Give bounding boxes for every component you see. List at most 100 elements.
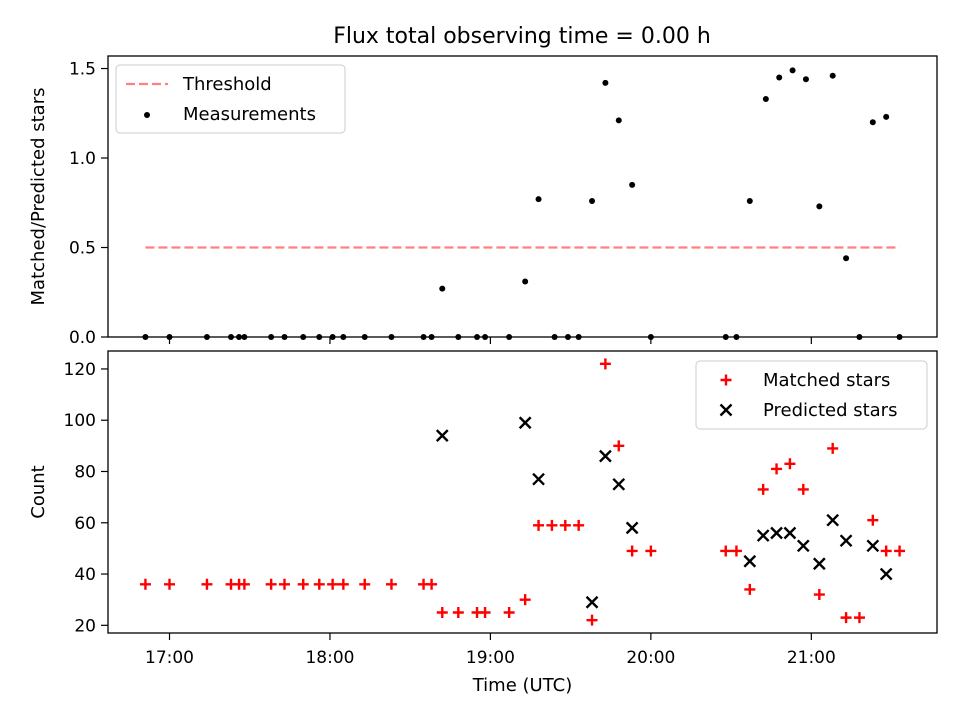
matched-stars-point	[559, 519, 571, 531]
measurement-point	[589, 197, 596, 204]
legend: Matched stars Predicted stars	[695, 360, 928, 430]
matched-stars-point	[479, 606, 491, 618]
matched-stars-point	[201, 578, 213, 590]
flux-ratio-panel: 0.0 0.5 1.0 1.5 Matched/Predicted stars Thres…	[28, 55, 938, 348]
matched-stars-point	[894, 545, 906, 557]
matched-stars-point	[813, 589, 825, 601]
measurement-point	[535, 196, 542, 203]
x-tick-label: 18:00	[305, 648, 354, 668]
x-tick-label: 20:00	[626, 648, 675, 668]
legend-frame	[695, 360, 928, 430]
x-tick-label: 21:00	[787, 648, 836, 668]
legend: Threshold Measurements	[115, 64, 346, 134]
predicted-stars-point	[796, 539, 810, 553]
matched-stars-point	[359, 578, 371, 590]
measurement-point	[615, 117, 622, 124]
legend-predicted-label: Predicted stars	[763, 400, 897, 421]
matched-stars-point	[546, 519, 558, 531]
x-tick-label: 17:00	[145, 648, 194, 668]
legend-matched-label: Matched stars	[763, 370, 890, 391]
matched-stars-point	[164, 578, 176, 590]
y-tick-label: 20	[74, 616, 96, 636]
matched-stars-point	[720, 545, 732, 557]
legend-predicted-swatch	[719, 403, 733, 417]
matched-stars-point	[613, 440, 625, 452]
matched-stars-point	[533, 519, 545, 531]
matched-stars-point	[880, 545, 892, 557]
measurement-point	[883, 113, 890, 120]
matched-stars-point	[337, 578, 349, 590]
matched-stars-point	[278, 578, 290, 590]
legend-threshold-label: Threshold	[182, 74, 272, 95]
chart-title: Flux total observing time = 0.00 h	[333, 24, 711, 49]
matched-stars-point	[573, 519, 585, 531]
legend-matched-swatch	[720, 374, 732, 386]
y-tick-label: 60	[74, 514, 96, 534]
predicted-stars-point	[599, 449, 612, 463]
matched-stars-point	[297, 578, 309, 590]
measurement-point	[762, 95, 769, 102]
measurement-point	[789, 67, 796, 74]
y-axis-label: Count	[28, 465, 49, 518]
predicted-stars-point	[756, 529, 770, 542]
matched-stars-point	[503, 606, 515, 618]
predicted-stars-point	[826, 513, 840, 527]
matched-stars-point	[436, 606, 448, 618]
y-tick-label: 1.0	[69, 149, 96, 169]
legend-measurements-label: Measurements	[183, 104, 316, 125]
measurement-point	[629, 181, 636, 188]
matched-stars-point	[139, 578, 151, 590]
matched-stars-point	[730, 545, 742, 557]
measurement-point	[843, 255, 850, 262]
predicted-stars-point	[743, 554, 757, 568]
predicted-stars-point	[532, 472, 545, 486]
measurement-point	[816, 203, 823, 210]
matched-stars-point	[645, 545, 657, 557]
measurement-point	[776, 74, 783, 81]
plot-frame	[107, 55, 938, 338]
y-tick-label: 40	[74, 565, 96, 585]
legend-measurement-swatch	[144, 112, 150, 118]
matched-stars-point	[784, 458, 796, 470]
matched-stars-point	[757, 483, 769, 495]
predicted-stars-point	[625, 521, 639, 535]
y-tick-label: 1.5	[69, 60, 96, 80]
matched-stars-point	[599, 358, 611, 370]
predicted-stars-point	[879, 567, 893, 581]
matched-stars-point	[265, 578, 277, 590]
predicted-stars-point	[783, 526, 797, 540]
measurement-point	[802, 76, 809, 83]
predicted-stars-point	[812, 557, 826, 571]
predicted-stars-point	[839, 534, 853, 548]
matched-stars-point	[840, 612, 852, 624]
legend-frame	[115, 64, 346, 134]
matched-stars-point	[867, 514, 879, 526]
count-panel: 20 40 60 80 100 120 17:00 18:00 19:00 20:00 21:00 T…	[28, 350, 938, 696]
measurement-point	[602, 79, 609, 86]
matched-stars-point	[426, 578, 438, 590]
matched-stars-point	[327, 578, 339, 590]
matched-stars-point	[452, 606, 464, 618]
matched-stars-point	[797, 483, 809, 495]
matched-stars-point	[626, 545, 638, 557]
y-tick-label: 0.5	[69, 239, 96, 259]
matched-stars-point	[853, 612, 865, 624]
matched-stars-point	[771, 463, 783, 475]
matched-stars-point	[238, 578, 250, 590]
matched-stars-point	[586, 614, 598, 626]
predicted-stars-point	[612, 477, 626, 491]
measurement-point	[869, 119, 876, 126]
predicted-stars-point	[518, 416, 532, 430]
matched-stars-point	[385, 578, 397, 590]
plot-frame	[107, 350, 938, 634]
y-tick-label: 100	[64, 411, 96, 431]
predicted-stars-point	[585, 595, 599, 609]
predicted-stars-point	[435, 429, 449, 442]
measurement-point	[522, 278, 529, 285]
measurement-point	[439, 285, 446, 292]
measurement-point	[829, 72, 836, 79]
matched-stars-point	[313, 578, 325, 590]
x-tick-label: 19:00	[466, 648, 515, 668]
y-tick-label: 80	[74, 462, 96, 482]
